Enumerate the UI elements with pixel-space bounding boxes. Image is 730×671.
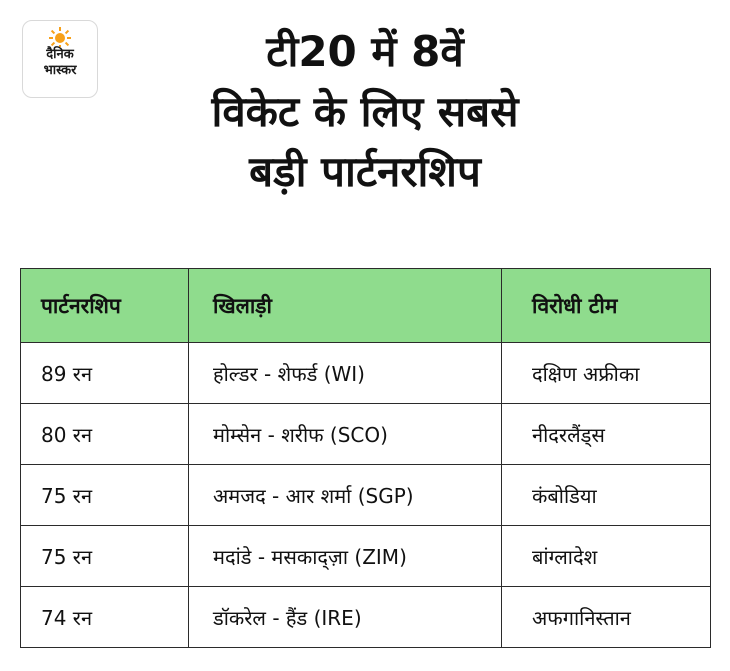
players-cell: मोम्सेन - शरीफ (SCO) — [188, 403, 502, 465]
title-line-1: टी20 में 8वें — [266, 27, 464, 76]
sun-icon — [49, 27, 71, 47]
partnership-runs-cell: 74 रन — [20, 586, 189, 648]
partnership-runs-cell: 75 रन — [20, 525, 189, 587]
logo-text-line2: भास्कर — [43, 63, 77, 78]
opponent-cell: नीदरलैंड्स — [501, 403, 711, 465]
partnership-runs-cell: 75 रन — [20, 464, 189, 526]
column-header-players: खिलाड़ी — [188, 268, 502, 343]
partnership-runs-cell: 80 रन — [20, 403, 189, 465]
dainik-bhaskar-logo[interactable]: दैनिक भास्कर — [22, 20, 98, 98]
table-row: 75 रन मदांडे - मसकाद्ज़ा (ZIM) बांग्लादे… — [20, 525, 711, 587]
table-row: 80 रन मोम्सेन - शरीफ (SCO) नीदरलैंड्स — [20, 403, 711, 465]
players-cell: होल्डर - शेफर्ड (WI) — [188, 342, 502, 404]
table-row: 74 रन डॉकरेल - हैंड (IRE) अफगानिस्तान — [20, 586, 711, 648]
opponent-cell: दक्षिण अफ्रीका — [501, 342, 711, 404]
column-header-opponent: विरोधी टीम — [501, 268, 711, 343]
opponent-cell: बांग्लादेश — [501, 525, 711, 587]
logo-text-line1: दैनिक — [46, 47, 74, 62]
opponent-cell: अफगानिस्तान — [501, 586, 711, 648]
column-header-partnership: पार्टनरशिप — [20, 268, 189, 343]
players-cell: अमजद - आर शर्मा (SGP) — [188, 464, 502, 526]
players-cell: मदांडे - मसकाद्ज़ा (ZIM) — [188, 525, 502, 587]
page-title: टी20 में 8वें विकेट के लिए सबसे बड़ी पार… — [110, 22, 620, 202]
title-line-3: बड़ी पार्टनरशिप — [249, 147, 481, 196]
players-cell: डॉकरेल - हैंड (IRE) — [188, 586, 502, 648]
title-line-2: विकेट के लिए सबसे — [211, 87, 519, 136]
table-row: 75 रन अमजद - आर शर्मा (SGP) कंबोडिया — [20, 464, 711, 526]
table-header-row: पार्टनरशिप खिलाड़ी विरोधी टीम — [20, 268, 711, 343]
partnership-table: पार्टनरशिप खिलाड़ी विरोधी टीम 89 रन होल्… — [20, 268, 711, 648]
table-row: 89 रन होल्डर - शेफर्ड (WI) दक्षिण अफ्रीक… — [20, 342, 711, 404]
opponent-cell: कंबोडिया — [501, 464, 711, 526]
partnership-runs-cell: 89 रन — [20, 342, 189, 404]
